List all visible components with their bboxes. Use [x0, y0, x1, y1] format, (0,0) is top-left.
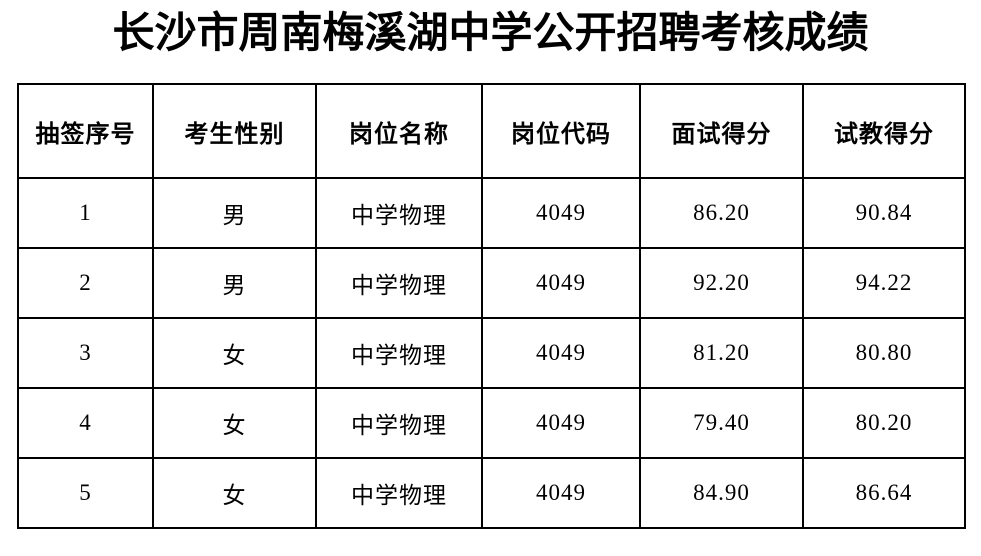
- table-row: 1 男 中学物理 4049 86.20 90.84: [17, 177, 966, 250]
- cell-interview-score: 79.40: [639, 387, 804, 460]
- cell-gender: 女: [152, 457, 317, 530]
- cell-lottery-number: 1: [17, 177, 154, 250]
- column-header-interview-score: 面试得分: [639, 83, 804, 180]
- cell-position-name: 中学物理: [315, 387, 483, 460]
- document-page: 长沙市周南梅溪湖中学公开招聘考核成绩 抽签序号 考生性别 岗位名称 岗位代码 面…: [0, 10, 981, 556]
- cell-teaching-score: 94.22: [802, 247, 966, 320]
- table-row: 3 女 中学物理 4049 81.20 80.80: [17, 317, 966, 390]
- table-row: 5 女 中学物理 4049 84.90 86.64: [17, 457, 966, 530]
- cell-position-name: 中学物理: [315, 177, 483, 250]
- score-table: 抽签序号 考生性别 岗位名称 岗位代码 面试得分 试教得分 1 男 中学物理 4…: [17, 83, 966, 530]
- column-header-teaching-score: 试教得分: [802, 83, 966, 180]
- column-header-gender: 考生性别: [152, 83, 317, 180]
- cell-lottery-number: 5: [17, 457, 154, 530]
- cell-lottery-number: 2: [17, 247, 154, 320]
- table-row: 2 男 中学物理 4049 92.20 94.22: [17, 247, 966, 320]
- cell-interview-score: 92.20: [639, 247, 804, 320]
- cell-position-code: 4049: [481, 387, 641, 460]
- cell-gender: 女: [152, 317, 317, 390]
- cell-gender: 男: [152, 177, 317, 250]
- cell-gender: 男: [152, 247, 317, 320]
- page-title: 长沙市周南梅溪湖中学公开招聘考核成绩: [112, 11, 869, 57]
- cell-position-code: 4049: [481, 457, 641, 530]
- cell-position-name: 中学物理: [315, 247, 483, 320]
- cell-interview-score: 81.20: [639, 317, 804, 390]
- cell-teaching-score: 80.80: [802, 317, 966, 390]
- cell-interview-score: 86.20: [639, 177, 804, 250]
- cell-interview-score: 84.90: [639, 457, 804, 530]
- table-row: 4 女 中学物理 4049 79.40 80.20: [17, 387, 966, 460]
- column-header-position-code: 岗位代码: [481, 83, 641, 180]
- column-header-position-name: 岗位名称: [315, 83, 483, 180]
- cell-position-code: 4049: [481, 317, 641, 390]
- cell-position-name: 中学物理: [315, 457, 483, 530]
- column-header-lottery-number: 抽签序号: [17, 83, 154, 180]
- cell-lottery-number: 3: [17, 317, 154, 390]
- table-header-row: 抽签序号 考生性别 岗位名称 岗位代码 面试得分 试教得分: [17, 83, 966, 180]
- cell-teaching-score: 90.84: [802, 177, 966, 250]
- cell-position-code: 4049: [481, 247, 641, 320]
- cell-lottery-number: 4: [17, 387, 154, 460]
- cell-teaching-score: 86.64: [802, 457, 966, 530]
- cell-position-code: 4049: [481, 177, 641, 250]
- cell-gender: 女: [152, 387, 317, 460]
- cell-position-name: 中学物理: [315, 317, 483, 390]
- cell-teaching-score: 80.20: [802, 387, 966, 460]
